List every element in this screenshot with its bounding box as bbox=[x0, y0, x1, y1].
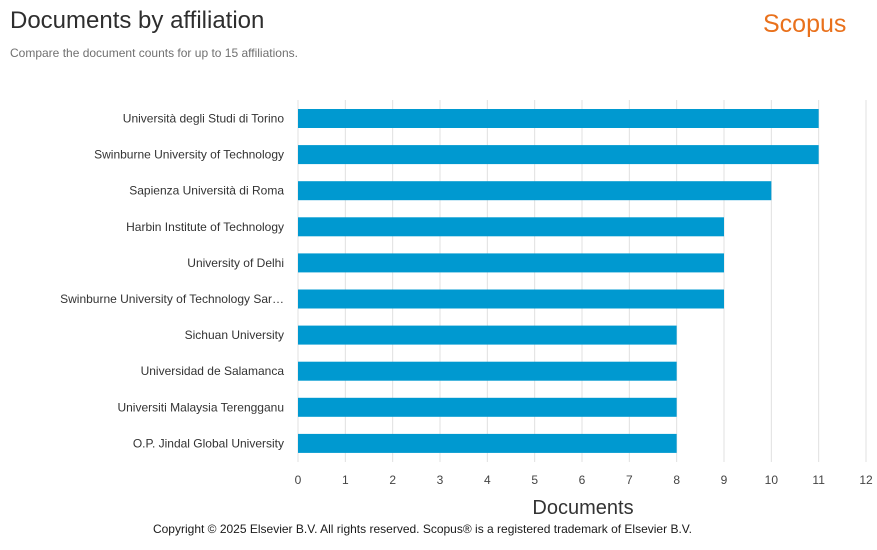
x-tick-label: 11 bbox=[812, 473, 825, 487]
category-label: Università degli Studi di Torino bbox=[123, 112, 285, 126]
x-tick-labels: 0 1 2 3 4 5 6 7 8 9 10 11 12 bbox=[295, 473, 873, 487]
bar[interactable] bbox=[298, 397, 677, 417]
category-label: Universiti Malaysia Terengganu bbox=[117, 400, 284, 414]
x-tick-label: 6 bbox=[579, 473, 586, 487]
bar[interactable] bbox=[298, 181, 772, 201]
bar[interactable] bbox=[298, 145, 819, 165]
copyright-notice: Copyright © 2025 Elsevier B.V. All right… bbox=[152, 522, 693, 536]
category-label: Harbin Institute of Technology bbox=[126, 220, 284, 234]
x-tick-label: 7 bbox=[626, 473, 633, 487]
bar[interactable] bbox=[298, 109, 819, 128]
bar[interactable] bbox=[298, 361, 677, 381]
x-tick-label: 4 bbox=[484, 473, 491, 487]
category-label: University of Delhi bbox=[187, 256, 284, 270]
category-label: Swinburne University of Technology Sar… bbox=[60, 292, 284, 306]
x-tick-label: 1 bbox=[342, 473, 349, 487]
category-labels: Università degli Studi di Torino Swinburn… bbox=[60, 112, 284, 451]
bar[interactable] bbox=[298, 289, 724, 309]
x-tick-label: 5 bbox=[531, 473, 538, 487]
category-label: Universidad de Salamanca bbox=[141, 364, 285, 378]
x-tick-label: 0 bbox=[295, 473, 302, 487]
x-tick-label: 9 bbox=[721, 473, 728, 487]
x-tick-label: 10 bbox=[765, 473, 779, 487]
bars bbox=[298, 109, 819, 453]
bar[interactable] bbox=[298, 217, 724, 237]
x-tick-label: 8 bbox=[673, 473, 680, 487]
x-axis-title: Documents bbox=[532, 497, 633, 519]
category-label: Sichuan University bbox=[185, 328, 284, 342]
category-label: O.P. Jindal Global University bbox=[133, 436, 284, 450]
bar[interactable] bbox=[298, 325, 677, 345]
chart-subtitle: Compare the document counts for up to 15… bbox=[10, 46, 298, 60]
x-tick-label: 3 bbox=[437, 473, 444, 487]
category-label: Sapienza Università di Roma bbox=[129, 184, 284, 198]
scopus-logo[interactable]: Scopus bbox=[763, 10, 847, 38]
category-label: Swinburne University of Technology bbox=[94, 148, 284, 162]
x-tick-label: 2 bbox=[389, 473, 396, 487]
x-tick-label: 12 bbox=[859, 473, 873, 487]
chart-title: Documents by affiliation bbox=[10, 7, 265, 34]
bar[interactable] bbox=[298, 253, 724, 273]
bar[interactable] bbox=[298, 433, 677, 453]
